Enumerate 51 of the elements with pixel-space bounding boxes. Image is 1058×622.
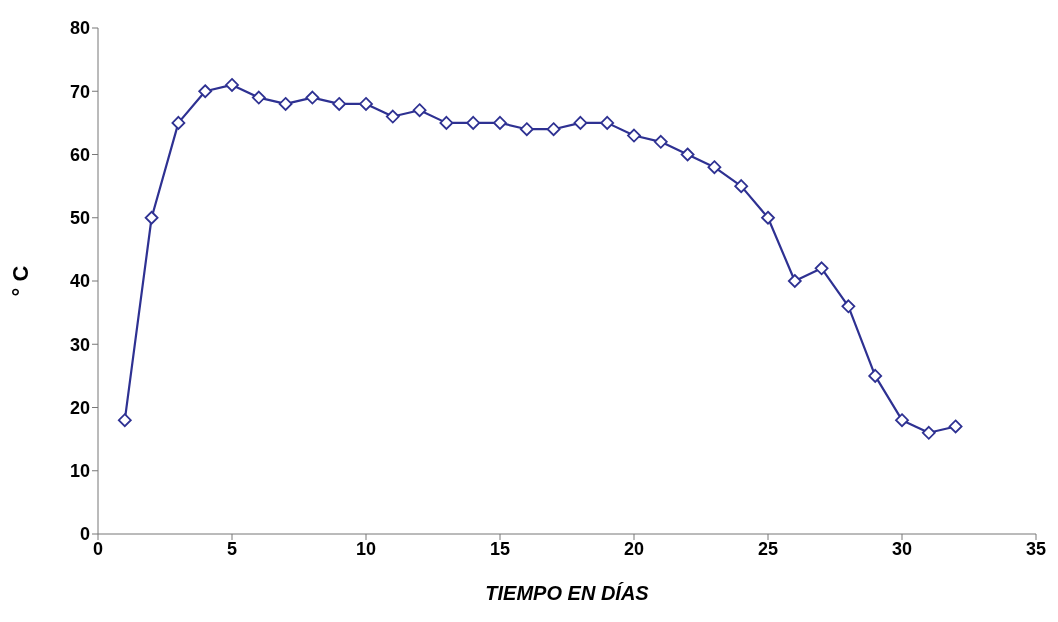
- point: [412, 103, 427, 118]
- x-tick-label: 15: [489, 538, 511, 559]
- point: [680, 147, 695, 162]
- x-axis-title: TIEMPO EN DÍAS: [485, 582, 650, 604]
- point: [787, 274, 802, 288]
- point: [841, 299, 856, 314]
- point: [278, 97, 293, 111]
- x-tick-label: 10: [355, 538, 377, 559]
- point: [921, 425, 936, 440]
- point: [117, 413, 132, 428]
- point: [359, 97, 373, 111]
- y-tick-label: 30: [69, 334, 90, 355]
- point: [895, 413, 909, 428]
- x-tick-label: 20: [623, 538, 645, 559]
- point: [305, 90, 320, 105]
- x-tick-label: 5: [226, 538, 238, 559]
- y-tick-label: 40: [69, 271, 90, 292]
- point: [385, 109, 400, 124]
- y-tick-label: 0: [79, 524, 90, 545]
- point: [332, 97, 347, 111]
- point: [546, 122, 561, 137]
- point: [734, 179, 749, 194]
- y-tick-label: 80: [69, 18, 90, 39]
- y-tick-label: 20: [69, 397, 90, 418]
- y-tick-label: 70: [69, 81, 90, 102]
- point: [814, 261, 829, 276]
- x-tick-label: 30: [891, 538, 913, 559]
- point: [653, 134, 668, 149]
- point: [573, 115, 588, 130]
- point: [439, 115, 454, 130]
- point: [225, 78, 239, 92]
- point: [627, 128, 641, 143]
- point: [198, 84, 213, 99]
- point: [600, 115, 615, 130]
- y-tick-label: 10: [69, 461, 90, 482]
- point: [707, 160, 722, 175]
- point: [251, 90, 266, 105]
- point: [466, 115, 481, 130]
- y-tick-label: 50: [69, 208, 90, 229]
- point: [868, 368, 883, 383]
- point: [493, 115, 507, 130]
- point: [761, 210, 775, 225]
- point: [519, 122, 534, 137]
- y-tick-label: 60: [69, 144, 90, 165]
- point: [144, 210, 159, 225]
- x-tick-label: 0: [92, 538, 104, 559]
- point: [948, 419, 963, 434]
- x-tick-label: 25: [757, 538, 779, 559]
- x-tick-label: 35: [1025, 538, 1047, 559]
- point: [171, 115, 186, 130]
- y-axis-title: ° C: [7, 265, 33, 297]
